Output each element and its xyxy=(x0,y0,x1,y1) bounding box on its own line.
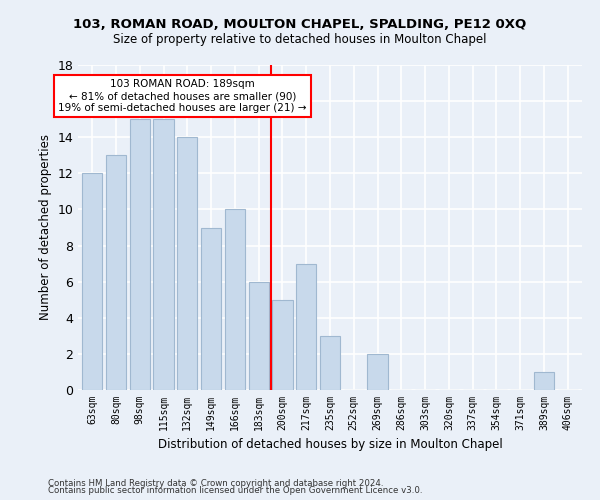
Bar xyxy=(534,372,554,390)
Text: Contains HM Land Registry data © Crown copyright and database right 2024.: Contains HM Land Registry data © Crown c… xyxy=(48,478,383,488)
Bar xyxy=(296,264,316,390)
Bar xyxy=(367,354,388,390)
Bar xyxy=(82,174,103,390)
Bar xyxy=(177,137,197,390)
Text: Size of property relative to detached houses in Moulton Chapel: Size of property relative to detached ho… xyxy=(113,32,487,46)
Y-axis label: Number of detached properties: Number of detached properties xyxy=(39,134,52,320)
Text: 103 ROMAN ROAD: 189sqm
← 81% of detached houses are smaller (90)
19% of semi-det: 103 ROMAN ROAD: 189sqm ← 81% of detached… xyxy=(58,80,307,112)
Text: 103, ROMAN ROAD, MOULTON CHAPEL, SPALDING, PE12 0XQ: 103, ROMAN ROAD, MOULTON CHAPEL, SPALDIN… xyxy=(73,18,527,30)
Bar xyxy=(248,282,269,390)
Bar xyxy=(272,300,293,390)
Text: Contains public sector information licensed under the Open Government Licence v3: Contains public sector information licen… xyxy=(48,486,422,495)
Bar xyxy=(320,336,340,390)
Bar xyxy=(106,156,126,390)
X-axis label: Distribution of detached houses by size in Moulton Chapel: Distribution of detached houses by size … xyxy=(158,438,502,452)
Bar xyxy=(154,119,173,390)
Bar xyxy=(130,119,150,390)
Bar xyxy=(225,210,245,390)
Bar xyxy=(201,228,221,390)
